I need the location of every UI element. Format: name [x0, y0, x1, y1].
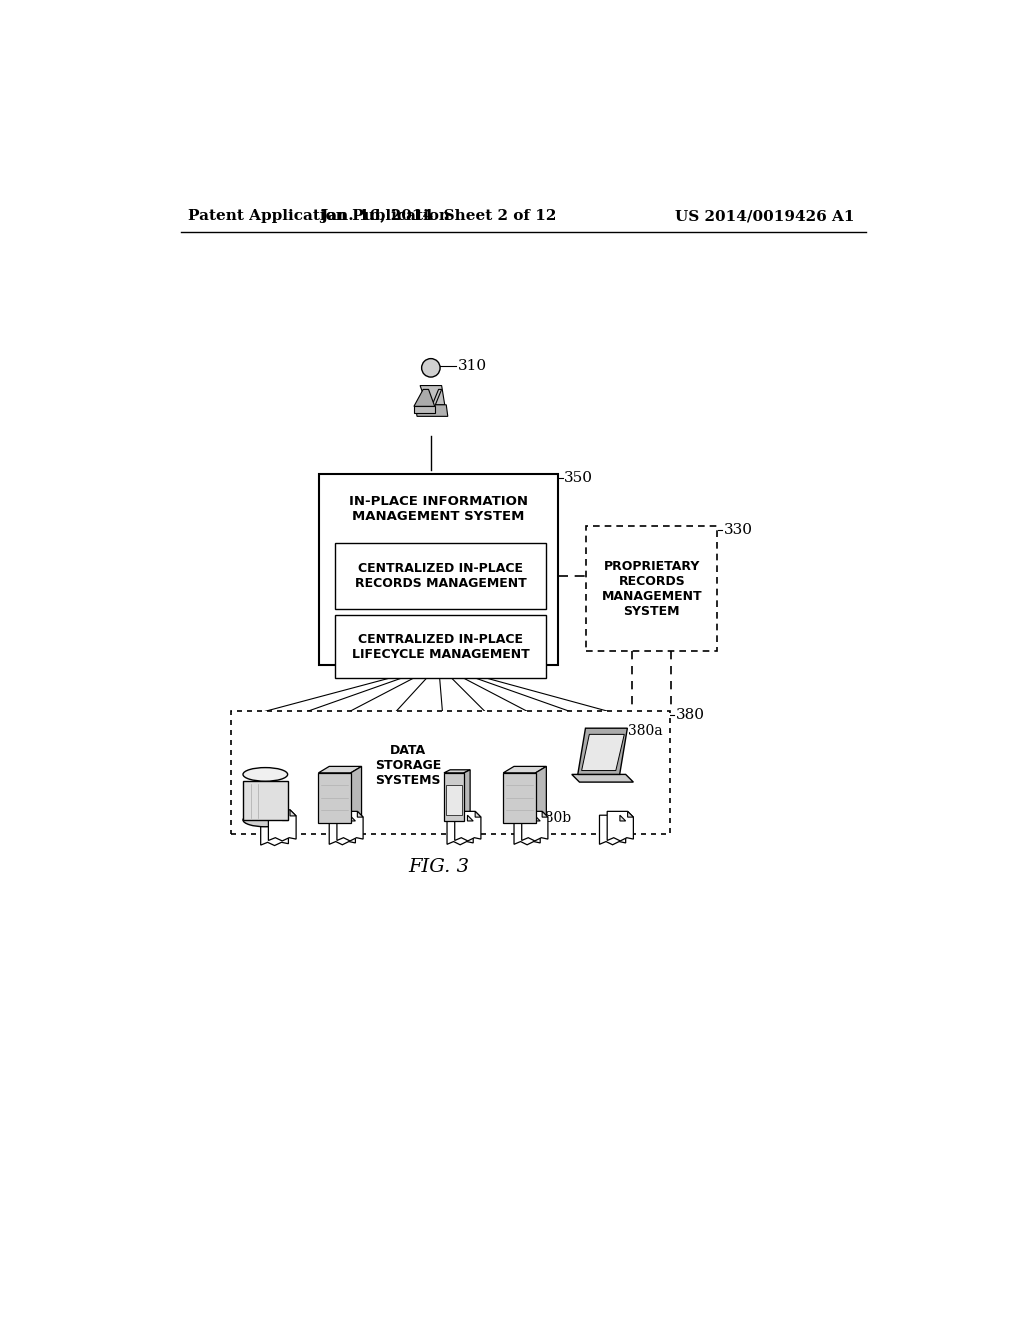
Polygon shape — [521, 812, 548, 841]
Text: Patent Application Publication: Patent Application Publication — [188, 209, 451, 223]
Polygon shape — [420, 385, 444, 405]
Ellipse shape — [243, 768, 288, 781]
Bar — [446, 785, 462, 814]
Polygon shape — [261, 814, 289, 846]
Circle shape — [422, 359, 440, 378]
Text: 380a: 380a — [628, 723, 663, 738]
Text: US 2014/0019426 A1: US 2014/0019426 A1 — [675, 209, 854, 223]
Polygon shape — [503, 767, 547, 774]
Polygon shape — [578, 729, 628, 775]
Bar — [503, 774, 536, 822]
Bar — [319, 474, 558, 665]
Bar — [335, 544, 547, 609]
Polygon shape — [607, 812, 634, 841]
Polygon shape — [620, 816, 626, 821]
Polygon shape — [432, 389, 441, 407]
Text: PROPRIETARY
RECORDS
MANAGEMENT
SYSTEM: PROPRIETARY RECORDS MANAGEMENT SYSTEM — [601, 560, 702, 618]
Text: 330: 330 — [724, 523, 753, 537]
Polygon shape — [542, 812, 548, 817]
Text: IN-PLACE INFORMATION
MANAGEMENT SYSTEM: IN-PLACE INFORMATION MANAGEMENT SYSTEM — [349, 495, 528, 523]
Polygon shape — [414, 389, 435, 407]
Polygon shape — [464, 770, 470, 821]
Polygon shape — [447, 816, 473, 845]
Bar — [587, 527, 717, 651]
Text: 310: 310 — [458, 359, 487, 374]
Polygon shape — [268, 810, 296, 841]
Polygon shape — [571, 775, 634, 781]
Polygon shape — [416, 405, 447, 416]
Text: 350: 350 — [564, 471, 593, 484]
Text: DATA
STORAGE
SYSTEMS: DATA STORAGE SYSTEMS — [375, 743, 441, 787]
Polygon shape — [582, 734, 625, 771]
Polygon shape — [536, 767, 547, 822]
Polygon shape — [330, 816, 355, 845]
Text: CENTRALIZED IN-PLACE
RECORDS MANAGEMENT: CENTRALIZED IN-PLACE RECORDS MANAGEMENT — [354, 562, 526, 590]
Polygon shape — [349, 816, 355, 821]
Polygon shape — [535, 816, 541, 821]
Text: 380: 380 — [676, 708, 705, 722]
Polygon shape — [467, 816, 473, 821]
Polygon shape — [455, 812, 481, 841]
Bar — [230, 711, 670, 834]
Polygon shape — [357, 812, 364, 817]
Polygon shape — [283, 814, 289, 821]
Text: Jan. 16, 2014  Sheet 2 of 12: Jan. 16, 2014 Sheet 2 of 12 — [321, 209, 557, 223]
Polygon shape — [475, 812, 481, 817]
Bar — [444, 774, 464, 821]
Polygon shape — [599, 816, 626, 845]
Ellipse shape — [243, 813, 288, 826]
Polygon shape — [628, 812, 634, 817]
Polygon shape — [514, 816, 541, 845]
Polygon shape — [444, 770, 470, 774]
Polygon shape — [290, 810, 296, 816]
Text: FIG. 3: FIG. 3 — [408, 858, 469, 875]
Polygon shape — [351, 767, 361, 822]
Polygon shape — [318, 767, 361, 774]
Polygon shape — [414, 407, 435, 412]
Bar — [243, 781, 288, 820]
Bar — [335, 615, 547, 678]
Bar — [318, 774, 351, 822]
Text: CENTRALIZED IN-PLACE
LIFECYCLE MANAGEMENT: CENTRALIZED IN-PLACE LIFECYCLE MANAGEMEN… — [351, 632, 529, 660]
Text: 380b: 380b — [537, 810, 571, 825]
Polygon shape — [337, 812, 364, 841]
